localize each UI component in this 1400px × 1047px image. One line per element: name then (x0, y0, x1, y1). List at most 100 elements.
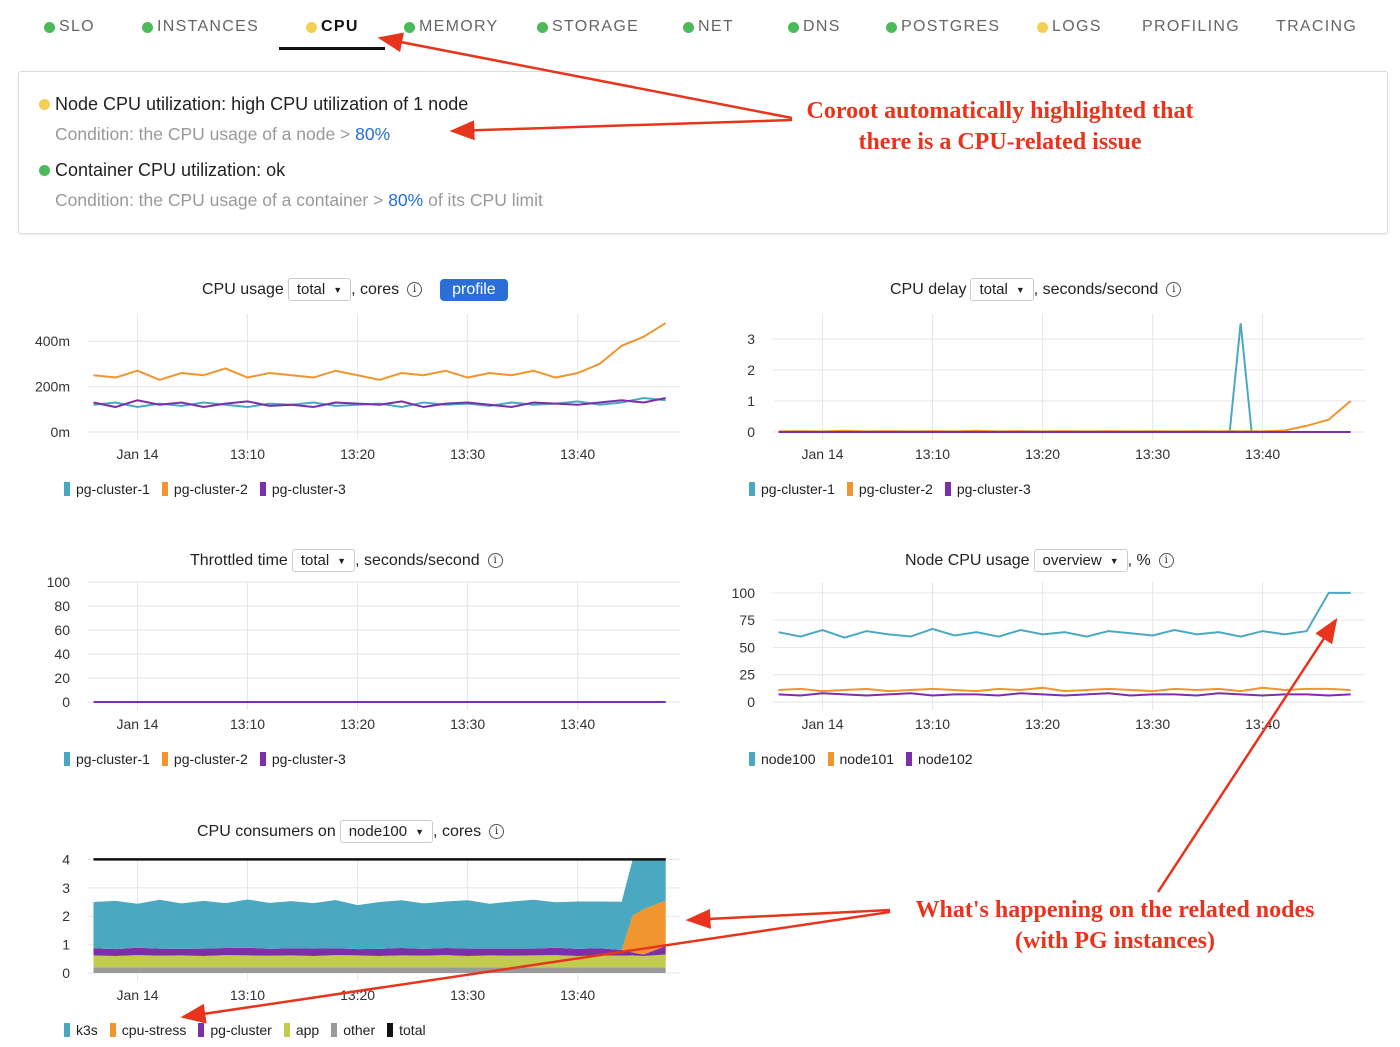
legend-label: node102 (918, 751, 973, 767)
legend-item[interactable]: pg-cluster-2 (161, 751, 248, 767)
y-tick-label: 3 (62, 880, 70, 896)
tab-label: SLO (59, 18, 95, 35)
legend-item[interactable]: pg-cluster-1 (64, 481, 150, 497)
y-tick-label: 1 (62, 937, 70, 953)
legend-label: pg-cluster-2 (173, 481, 248, 497)
chart-mode-select[interactable]: total ▼ (287, 278, 352, 301)
legend-item[interactable]: node102 (906, 751, 973, 767)
tab-instances[interactable]: INSTANCES (142, 18, 259, 36)
legend-swatch (749, 752, 755, 766)
legend-label: node101 (839, 751, 895, 767)
chart-title-cpu-usage: CPU usage total ▼ , cores i profile (202, 278, 508, 301)
tab-slo[interactable]: SLO (44, 18, 95, 36)
legend-item[interactable]: k3s (64, 1022, 98, 1038)
legend-item[interactable]: total (387, 1022, 426, 1038)
legend-item[interactable]: pg-cluster-3 (259, 751, 346, 767)
select-value: total (300, 552, 330, 569)
legend-item[interactable]: pg-cluster-3 (259, 481, 346, 497)
annotation-bottom: What's happening on the related nodes (w… (880, 895, 1350, 957)
legend-item[interactable]: pg-cluster-3 (944, 481, 1031, 497)
tab-net[interactable]: NET (683, 18, 734, 36)
legend-label: pg-cluster-3 (271, 481, 346, 497)
annotation-top: Coroot automatically highlighted that th… (760, 96, 1240, 158)
tab-label: POSTGRES (901, 18, 1001, 35)
tab-storage[interactable]: STORAGE (537, 18, 639, 36)
legend-label: other (343, 1022, 376, 1038)
tab-logs[interactable]: LOGS (1037, 18, 1102, 36)
legend-swatch (109, 1023, 116, 1037)
status-dot (404, 21, 415, 33)
legend-item[interactable]: pg-cluster-1 (64, 751, 150, 767)
status-dot (1037, 21, 1048, 33)
chart-title-throttled-time: Throttled time total ▼ , seconds/second i (190, 549, 503, 572)
tab-tracing[interactable]: TRACING (1276, 18, 1357, 36)
legend-item[interactable]: app (283, 1022, 319, 1038)
y-tick-label: 200m (35, 379, 70, 395)
chart-unit-text: , seconds/second (1033, 280, 1159, 298)
tab-label: INSTANCES (157, 18, 260, 35)
tab-bar: SLO INSTANCES CPU MEMORY STORAGE NET DNS POSTGR… (0, 0, 1400, 52)
select-value: total (979, 281, 1008, 298)
caret-down-icon: ▼ (1109, 555, 1119, 566)
legend-item[interactable]: node101 (827, 751, 895, 767)
status-dot (142, 21, 153, 33)
chart-mode-select[interactable]: total ▼ (291, 549, 356, 572)
threshold-link[interactable]: 80% (355, 124, 391, 144)
chart-mode-select[interactable]: overview ▼ (1033, 549, 1128, 572)
legend-label: pg-cluster-1 (76, 481, 150, 497)
legend-item[interactable]: node100 (749, 751, 816, 767)
y-tick-label: 2 (747, 362, 755, 378)
legend-swatch (283, 1023, 290, 1037)
tab-dns[interactable]: DNS (788, 18, 841, 36)
tab-memory[interactable]: MEMORY (404, 18, 499, 36)
tab-cpu[interactable]: CPU (306, 18, 359, 36)
info-icon[interactable]: i (489, 824, 505, 839)
tab-postgres[interactable]: POSTGRES (886, 18, 1000, 36)
condition-text: Condition: the CPU usage of a node > (55, 124, 356, 144)
y-tick-label: 0 (747, 694, 755, 710)
y-tick-label: 0 (62, 965, 70, 981)
legend-cpu-delay: pg-cluster-1 pg-cluster-2 pg-cluster-3 (749, 481, 1031, 497)
legend-cpu-consumers: k3s cpu-stress pg-cluster app other total (64, 1022, 426, 1038)
y-tick-label: 100 (732, 585, 756, 601)
x-tick-label: 13:30 (1135, 446, 1170, 462)
chart-mode-select[interactable]: node100 ▼ (339, 820, 434, 843)
select-value: node100 (348, 823, 408, 840)
info-icon[interactable]: i (1158, 553, 1174, 568)
select-value: overview (1042, 552, 1102, 569)
tab-profiling[interactable]: PROFILING (1142, 18, 1240, 36)
legend-item[interactable]: pg-cluster (198, 1022, 272, 1038)
info-icon[interactable]: i (487, 553, 503, 568)
legend-item[interactable]: other (331, 1022, 375, 1038)
status-dot (306, 21, 317, 33)
legend-item[interactable]: pg-cluster-1 (749, 481, 835, 497)
legend-item[interactable]: pg-cluster-2 (846, 481, 933, 497)
legend-item[interactable]: pg-cluster-2 (161, 481, 248, 497)
chart-title-text: CPU consumers on (197, 822, 336, 840)
x-tick-label: 13:30 (450, 446, 485, 462)
legend-swatch (64, 1023, 70, 1037)
legend-swatch (749, 482, 755, 496)
tab-label: STORAGE (552, 18, 640, 35)
legend-label: pg-cluster-2 (173, 751, 248, 767)
legend-swatch (387, 1023, 394, 1037)
legend-cpu-usage: pg-cluster-1 pg-cluster-2 pg-cluster-3 (64, 481, 346, 497)
y-tick-label: 3 (747, 331, 755, 347)
legend-label: pg-cluster-3 (271, 751, 346, 767)
x-tick-label: 13:10 (230, 987, 265, 1003)
info-icon[interactable]: i (407, 282, 423, 297)
tab-label: LOGS (1052, 18, 1102, 35)
threshold-link[interactable]: 80% (388, 190, 424, 210)
legend-item[interactable]: cpu-stress (109, 1022, 187, 1038)
tab-label: DNS (803, 18, 841, 35)
check-condition: Condition: the CPU usage of a container … (55, 190, 543, 211)
y-tick-label: 25 (739, 667, 755, 683)
chart-mode-select[interactable]: total ▼ (970, 278, 1034, 301)
profile-button[interactable]: profile (440, 278, 508, 301)
x-tick-label: 13:20 (1025, 446, 1060, 462)
chart-unit-text: , seconds/second (355, 551, 480, 569)
legend-label: cpu-stress (121, 1022, 187, 1038)
y-tick-label: 2 (62, 908, 70, 924)
info-icon[interactable]: i (1166, 282, 1182, 297)
